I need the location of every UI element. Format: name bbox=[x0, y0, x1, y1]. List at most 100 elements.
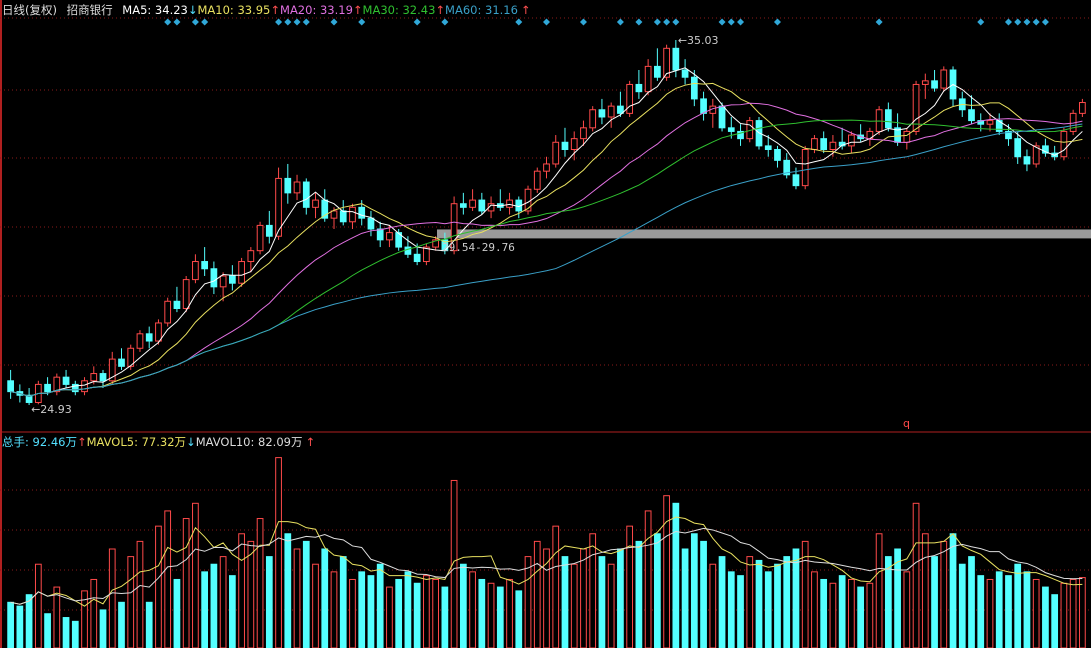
candle-down bbox=[672, 47, 680, 71]
candle-up bbox=[848, 134, 855, 147]
candle-up bbox=[90, 373, 98, 382]
candle-down bbox=[62, 376, 70, 385]
volume-bar-down bbox=[413, 582, 421, 648]
volume-bar-up bbox=[1079, 577, 1086, 648]
candle-up bbox=[580, 127, 587, 140]
volume-bar-up bbox=[469, 571, 476, 648]
candle-down bbox=[413, 253, 421, 263]
volume-bar-up bbox=[423, 575, 430, 648]
volume-bar-down bbox=[173, 578, 181, 648]
candle-down bbox=[265, 224, 273, 237]
signal-diamond-icon bbox=[653, 18, 661, 26]
candle-up bbox=[312, 199, 319, 208]
volume-bar-down bbox=[284, 533, 292, 648]
volume-bar-up bbox=[626, 525, 634, 648]
signal-diamond-icon bbox=[275, 18, 283, 26]
candle-up bbox=[275, 177, 282, 237]
candle-down bbox=[201, 261, 209, 270]
volume-bar-down bbox=[404, 571, 412, 648]
candle-up bbox=[626, 83, 634, 114]
volume-bar-down bbox=[478, 578, 486, 648]
volume-bar-down bbox=[441, 586, 449, 648]
candle-down bbox=[358, 206, 366, 219]
arrow-up-icon: ↑ bbox=[270, 3, 281, 17]
candle-up bbox=[487, 203, 495, 212]
volume-bar-up bbox=[312, 563, 319, 648]
volume-bar-down bbox=[884, 556, 892, 648]
volume-bar-down bbox=[737, 575, 744, 648]
candle-down bbox=[654, 65, 661, 78]
candle-up bbox=[940, 69, 948, 89]
volume-bar-up bbox=[533, 540, 541, 648]
volume-bar-up bbox=[275, 457, 282, 648]
volume-bar-down bbox=[99, 609, 107, 648]
volume-bar-up bbox=[164, 510, 172, 648]
candle-up bbox=[589, 109, 597, 129]
volume-bar-down bbox=[302, 540, 310, 648]
volume-bar-up bbox=[589, 533, 597, 648]
volume-bar-up bbox=[136, 540, 144, 648]
volume-bar-up bbox=[875, 533, 883, 648]
period-label[interactable]: 日线(复权) bbox=[2, 3, 57, 17]
candle-up bbox=[506, 199, 513, 208]
signal-diamond-icon bbox=[173, 18, 181, 26]
stock-name: 招商银行 bbox=[66, 3, 113, 17]
candle-up bbox=[349, 206, 356, 223]
volume-bar-up bbox=[53, 586, 61, 648]
mavol5-value: MAVOL5: 77.32万 bbox=[86, 435, 187, 449]
candle-down bbox=[145, 333, 153, 342]
signal-diamond-icon bbox=[515, 18, 523, 26]
signal-diamond-icon bbox=[358, 18, 366, 26]
volume-bar-down bbox=[958, 563, 966, 648]
volume-bar-up bbox=[524, 556, 532, 648]
volume-bar-up bbox=[903, 571, 911, 648]
arrow-up-icon: ↑ bbox=[435, 3, 446, 17]
candle-up bbox=[524, 188, 532, 212]
candle-down bbox=[700, 98, 707, 114]
volume-bar-up bbox=[238, 533, 245, 648]
volume-bar-up bbox=[386, 586, 393, 648]
candle-down bbox=[792, 174, 800, 187]
volume-bar-down bbox=[228, 575, 236, 648]
candle-up bbox=[450, 203, 458, 252]
signal-diamond-icon bbox=[201, 18, 209, 26]
volume-bar-down bbox=[949, 533, 957, 648]
volume-bar-down bbox=[755, 559, 763, 648]
candle-up bbox=[81, 380, 88, 393]
volume-bar-up bbox=[663, 495, 670, 648]
candle-down bbox=[617, 105, 624, 114]
mavol5-line bbox=[10, 516, 1083, 607]
volume-bar-up bbox=[709, 563, 717, 648]
volume-bar-down bbox=[265, 556, 273, 648]
volume-bar-down bbox=[727, 571, 735, 648]
volume-bar-up bbox=[127, 556, 135, 648]
volume-bar-up bbox=[811, 571, 818, 648]
candle-up bbox=[543, 163, 550, 172]
volume-bar-down bbox=[838, 575, 846, 648]
signal-diamond-icon bbox=[1032, 18, 1040, 26]
candle-up bbox=[533, 170, 541, 190]
signal-diamond-icon bbox=[441, 18, 449, 26]
candle-up bbox=[182, 279, 190, 310]
signal-diamond-icon bbox=[727, 18, 735, 26]
candle-up bbox=[1032, 145, 1040, 165]
candle-down bbox=[210, 268, 218, 288]
candle-down bbox=[690, 76, 698, 100]
candle-up bbox=[1079, 102, 1086, 114]
signal-diamond-icon bbox=[718, 18, 726, 26]
candle-up bbox=[829, 141, 837, 151]
volume-bar-down bbox=[1005, 575, 1012, 648]
candle-up bbox=[801, 149, 809, 187]
volume-bar-down bbox=[25, 594, 33, 648]
candle-down bbox=[7, 380, 14, 393]
candle-down bbox=[478, 199, 486, 212]
candle-down bbox=[25, 394, 33, 403]
volume-bar-down bbox=[321, 548, 329, 648]
volume-bar-down bbox=[1023, 571, 1031, 648]
candle-down bbox=[99, 373, 107, 382]
candle-down bbox=[764, 145, 772, 151]
volume-bar-down bbox=[376, 563, 384, 648]
volume-bar-down bbox=[995, 571, 1003, 648]
candle-up bbox=[663, 47, 670, 78]
